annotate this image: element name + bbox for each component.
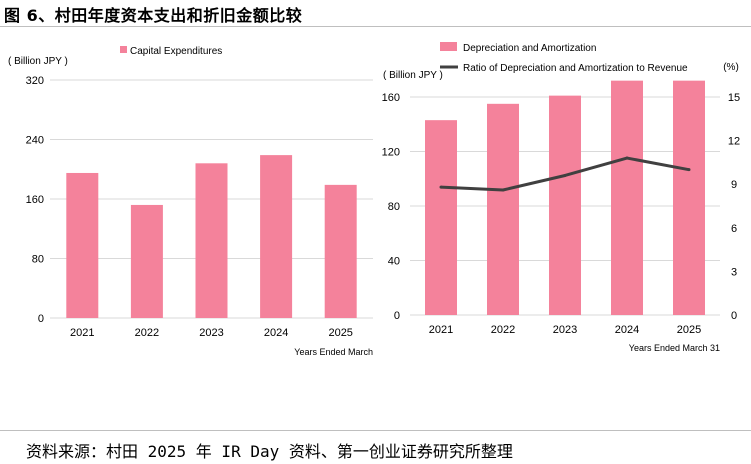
y-tick-label: 80	[388, 201, 400, 213]
y2-tick-label: 12	[728, 136, 740, 148]
source-note: 资料来源：村田 2025 年 IR Day 资料、第一创业证券研究所整理	[26, 442, 513, 461]
y-tick-label: 320	[26, 75, 44, 87]
legend-label: Capital Expenditures	[130, 46, 222, 57]
title-divider	[0, 26, 751, 27]
x-axis-label: Years Ended March 31	[629, 343, 720, 353]
depreciation-bar	[425, 120, 457, 315]
ratio-point	[625, 156, 629, 160]
legend-swatch	[120, 46, 127, 53]
ratio-point	[501, 188, 505, 192]
ratio-point	[687, 168, 691, 172]
capex-bar	[260, 155, 293, 318]
capex-bar	[195, 163, 228, 318]
x-tick-label: 2023	[199, 327, 223, 339]
y-tick-label: 80	[32, 254, 44, 266]
x-tick-label: 2021	[429, 324, 453, 336]
y2-tick-label: 6	[731, 223, 737, 235]
legend-label: Depreciation and Amortization	[463, 43, 596, 54]
x-tick-label: 2023	[553, 324, 577, 336]
depreciation-bar	[487, 103, 519, 315]
y-tick-label: 240	[26, 135, 44, 147]
capex-bar	[324, 184, 357, 318]
y-tick-label: 0	[38, 313, 44, 325]
y2-axis-label: (%)	[723, 62, 739, 73]
x-tick-label: 2022	[491, 324, 515, 336]
ratio-point	[563, 173, 567, 177]
depreciation-bar	[549, 95, 581, 315]
legend-label: Ratio of Depreciation and Amortization t…	[463, 63, 688, 74]
depreciation-bar	[611, 80, 643, 316]
y2-tick-label: 3	[731, 266, 737, 278]
depreciation-bar	[673, 80, 705, 316]
x-tick-label: 2024	[264, 327, 288, 339]
y-tick-label: 40	[388, 256, 400, 268]
y-tick-label: 160	[26, 194, 44, 206]
legend-swatch	[440, 42, 457, 51]
x-tick-label: 2024	[615, 324, 639, 336]
x-axis-label: Years Ended March	[294, 347, 373, 357]
y2-tick-label: 0	[731, 310, 737, 322]
x-tick-label: 2021	[70, 327, 94, 339]
y-tick-label: 0	[394, 310, 400, 322]
ratio-point	[439, 185, 443, 189]
footer-divider	[0, 430, 751, 431]
x-tick-label: 2025	[677, 324, 701, 336]
y2-tick-label: 15	[728, 92, 740, 104]
figure-title: 图 6、村田年度资本支出和折旧金额比较	[4, 6, 303, 25]
y-axis-label: ( Billion JPY )	[383, 70, 443, 81]
x-tick-label: 2025	[328, 327, 352, 339]
y-tick-label: 160	[382, 92, 400, 104]
y2-tick-label: 9	[731, 179, 737, 191]
y-tick-label: 120	[382, 147, 400, 159]
capex-bar	[130, 204, 163, 318]
capex-bar	[66, 172, 99, 318]
x-tick-label: 2022	[135, 327, 159, 339]
y-axis-label: ( Billion JPY )	[8, 56, 68, 67]
